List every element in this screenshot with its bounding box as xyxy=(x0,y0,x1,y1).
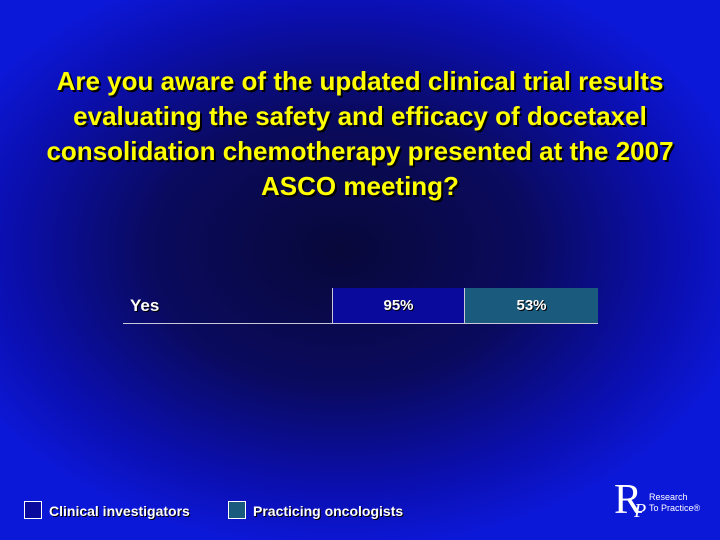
legend-swatch-practicing-oncologists xyxy=(228,501,246,519)
data-label: 95% xyxy=(333,288,465,324)
slide-title: Are you aware of the updated clinical tr… xyxy=(46,66,674,201)
table-row: Yes 95% 53% xyxy=(123,288,598,324)
row-label: Yes xyxy=(123,288,333,324)
data-label: 53% xyxy=(465,288,598,324)
research-to-practice-logo: R P Research To Practice® xyxy=(614,478,714,528)
legend-swatch-clinical-investigators xyxy=(24,501,42,519)
logo-letter-p: P xyxy=(634,500,647,522)
legend-label-clinical-investigators: Clinical investigators xyxy=(49,503,190,519)
logo-letter-r: R xyxy=(614,477,643,523)
logo-text-research: Research xyxy=(649,492,688,502)
results-table: Yes 95% 53% xyxy=(123,288,598,324)
legend-label-practicing-oncologists: Practicing oncologists xyxy=(253,503,404,519)
logo-text-to-practice: To Practice® xyxy=(649,503,701,513)
